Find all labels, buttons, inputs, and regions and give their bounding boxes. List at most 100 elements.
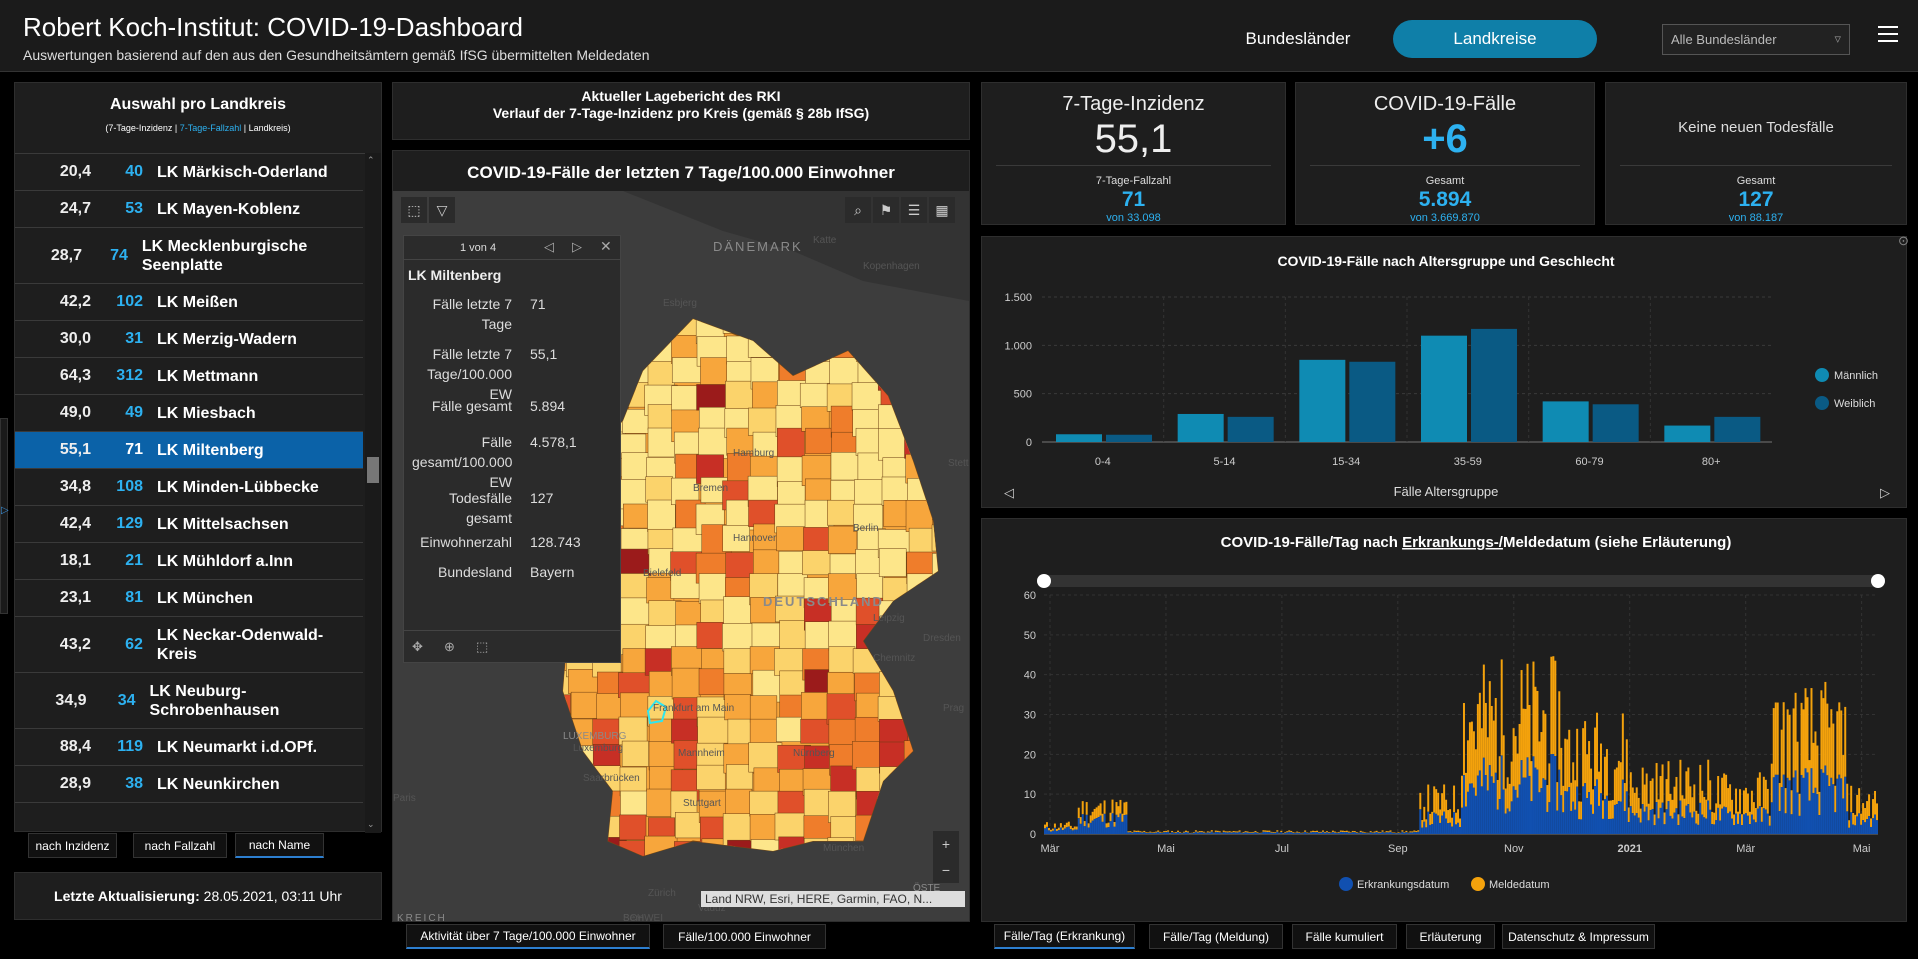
todesfaelle-card-title: Keine neuen Todesfälle bbox=[1678, 119, 1834, 136]
sort-tab-inzidenz[interactable]: nach Inzidenz bbox=[28, 833, 117, 858]
search-icon[interactable]: ⌕ bbox=[845, 197, 871, 223]
bar-meldedatum bbox=[1872, 799, 1875, 819]
bar-erkrankungsdatum bbox=[1810, 768, 1813, 834]
bar-erkrankungsdatum bbox=[1514, 789, 1517, 834]
bar-meldedatum bbox=[1609, 800, 1612, 819]
list-scrollbar[interactable]: ⌃ ⌄ bbox=[365, 153, 381, 833]
bar-meldedatum bbox=[1508, 783, 1511, 812]
daily-cases-chart[interactable]: COVID-19-Fälle/Tag nach Erkrankungs-/Mel… bbox=[982, 519, 1906, 921]
bar-meldedatum bbox=[1697, 813, 1700, 825]
bar-meldedatum bbox=[1588, 741, 1591, 793]
list-item[interactable]: 20,4 40 LK Märkisch-Oderland bbox=[15, 154, 363, 191]
bar-erkrankungsdatum bbox=[1566, 791, 1569, 834]
layer-list-icon[interactable]: ☰ bbox=[901, 197, 927, 223]
popup-next-icon[interactable]: ▷ bbox=[572, 239, 582, 254]
bookmark-icon[interactable]: ⚑ bbox=[873, 197, 899, 223]
map-tab-1[interactable]: Fälle/100.000 Einwohner bbox=[663, 924, 826, 949]
list-item[interactable]: 18,1 21 LK Mühldorf a.Inn bbox=[15, 543, 363, 580]
bar-erkrankungsdatum bbox=[1852, 824, 1855, 834]
map-tab-0[interactable]: Aktivität über 7 Tage/100.000 Einwohner bbox=[406, 924, 650, 949]
zoom-out-icon[interactable]: − bbox=[933, 857, 959, 883]
scrollbar-thumb[interactable] bbox=[367, 457, 379, 483]
bar-erkrankungsdatum bbox=[1677, 825, 1680, 834]
list-item[interactable]: 43,2 62 LK Neckar-Odenwald-Kreis bbox=[15, 617, 363, 673]
landkreis-name: LK Mettmann bbox=[157, 367, 259, 385]
bar-meldedatum bbox=[1419, 792, 1422, 810]
fallzahl-total: von 33.098 bbox=[1106, 212, 1161, 224]
bar-erkrankungsdatum bbox=[1149, 832, 1152, 834]
list-item[interactable]: 88,4 119 LK Neumarkt i.d.OPf. bbox=[15, 729, 363, 766]
basemap-gallery-icon[interactable]: ▦ bbox=[929, 197, 955, 223]
expand-icon[interactable]: ⊙ bbox=[1898, 233, 1909, 248]
state-select[interactable]: Alle Bundesländer ▿ bbox=[1662, 24, 1850, 55]
list-item[interactable]: 49,0 49 LK Miesbach bbox=[15, 395, 363, 432]
chart-tab-3[interactable]: Erläuterung bbox=[1406, 924, 1495, 949]
bar-erkrankungsdatum bbox=[1740, 825, 1743, 834]
sort-tab-fallzahl[interactable]: nach Fallzahl bbox=[133, 833, 227, 858]
menu-icon[interactable] bbox=[1878, 26, 1898, 44]
bar-meldedatum bbox=[1655, 763, 1658, 803]
landkreis-list[interactable]: 20,4 40 LK Märkisch-Oderland 24,7 53 LK Mayen… bbox=[15, 153, 365, 813]
district bbox=[723, 648, 755, 674]
bar-meldedatum bbox=[1625, 739, 1628, 792]
zoom-to-icon[interactable]: ⊕ bbox=[444, 639, 455, 654]
chart-tab-4[interactable]: Datenschutz & Impressum bbox=[1502, 924, 1655, 949]
list-item[interactable]: 28,7 74 LK Mecklenburgische Seenplatte bbox=[15, 228, 363, 284]
bar-erkrankungsdatum bbox=[1598, 805, 1600, 834]
chart-tab-2[interactable]: Fälle kumuliert bbox=[1292, 924, 1397, 949]
popup-prev-icon[interactable]: ◁ bbox=[544, 239, 554, 254]
list-item[interactable]: 30,0 31 LK Merzig-Wadern bbox=[15, 321, 363, 358]
list-item[interactable]: 34,9 34 LK Neuburg-Schrobenhausen bbox=[15, 673, 363, 729]
list-item[interactable]: 23,1 81 LK München bbox=[15, 580, 363, 617]
sort-tab-name[interactable]: nach Name bbox=[235, 833, 324, 858]
map-attribution[interactable]: Land NRW, Esri, HERE, Garmin, FAO, N... bbox=[701, 891, 965, 907]
select-icon[interactable]: ⬚ bbox=[476, 639, 489, 654]
update-panel: Letzte Aktualisierung: 28.05.2021, 03:11… bbox=[14, 872, 382, 920]
bar-erkrankungsdatum bbox=[1788, 780, 1791, 834]
landkreis-name: LK Mayen-Koblenz bbox=[157, 200, 301, 218]
bar-meldedatum bbox=[1512, 728, 1515, 787]
y-tick-label: 1.000 bbox=[1004, 340, 1032, 352]
list-item[interactable]: 42,4 129 LK Mittelsachsen bbox=[15, 506, 363, 543]
bar-erkrankungsdatum bbox=[1713, 824, 1716, 834]
bar-meldedatum bbox=[1566, 739, 1569, 792]
list-item[interactable]: 28,9 38 LK Neunkirchen bbox=[15, 766, 363, 803]
nav-bundeslaender-button[interactable]: Bundesländer bbox=[1245, 29, 1351, 48]
select-features-icon[interactable]: ⬚ bbox=[401, 197, 427, 223]
report-panel[interactable]: Aktueller Lagebericht des RKI Verlauf de… bbox=[392, 82, 970, 140]
side-toggle[interactable]: ▷ bbox=[0, 418, 9, 614]
age-gender-bar-chart[interactable]: COVID-19-Fälle nach Altersgruppe und Ges… bbox=[982, 237, 1906, 507]
bar-erkrankungsdatum bbox=[1361, 832, 1364, 834]
popup-close-icon[interactable]: ✕ bbox=[600, 238, 612, 254]
list-item[interactable]: 24,7 53 LK Mayen-Koblenz bbox=[15, 191, 363, 228]
chart-tab-1[interactable]: Fälle/Tag (Meldung) bbox=[1149, 924, 1283, 949]
bar-erkrankungsdatum bbox=[1415, 832, 1418, 834]
chart-tab-0[interactable]: Fälle/Tag (Erkrankung) bbox=[994, 924, 1135, 949]
bar-erkrankungsdatum bbox=[1246, 832, 1249, 834]
bar-erkrankungsdatum bbox=[1425, 827, 1428, 834]
bar-meldedatum bbox=[1095, 807, 1098, 819]
list-item[interactable]: 34,8 108 LK Minden-Lübbecke bbox=[15, 469, 363, 506]
bar-meldedatum bbox=[1155, 831, 1158, 833]
bar-meldedatum bbox=[1341, 830, 1344, 833]
pan-icon[interactable]: ✥ bbox=[412, 639, 423, 654]
list-item[interactable]: 29,730LK Neustadt a.d.Aisch- bbox=[15, 803, 363, 813]
case-count: 74 bbox=[110, 246, 128, 264]
zoom-in-icon[interactable]: + bbox=[933, 831, 959, 857]
dropdown-icon[interactable]: ▽ bbox=[429, 197, 455, 223]
scroll-down-icon[interactable]: ⌄ bbox=[367, 819, 375, 829]
bar-meldedatum bbox=[1466, 740, 1469, 792]
bar-erkrankungsdatum bbox=[1284, 832, 1287, 834]
bar-erkrankungsdatum bbox=[1776, 774, 1779, 834]
list-item[interactable]: 64,3 312 LK Mettmann bbox=[15, 358, 363, 395]
bar-erkrankungsdatum bbox=[1198, 832, 1201, 834]
list-item[interactable]: 55,1 71 LK Miltenberg bbox=[15, 432, 363, 469]
nav-landkreise-button[interactable]: Landkreise bbox=[1393, 20, 1597, 58]
bar-meldedatum bbox=[1870, 818, 1873, 827]
bar-meldedatum bbox=[1137, 830, 1140, 833]
list-item[interactable]: 42,2 102 LK Meißen bbox=[15, 284, 363, 321]
bar-meldedatum bbox=[1768, 815, 1771, 826]
scroll-up-icon[interactable]: ⌃ bbox=[367, 155, 375, 165]
bar-meldedatum bbox=[1210, 830, 1213, 832]
bar-meldedatum bbox=[1371, 832, 1374, 834]
